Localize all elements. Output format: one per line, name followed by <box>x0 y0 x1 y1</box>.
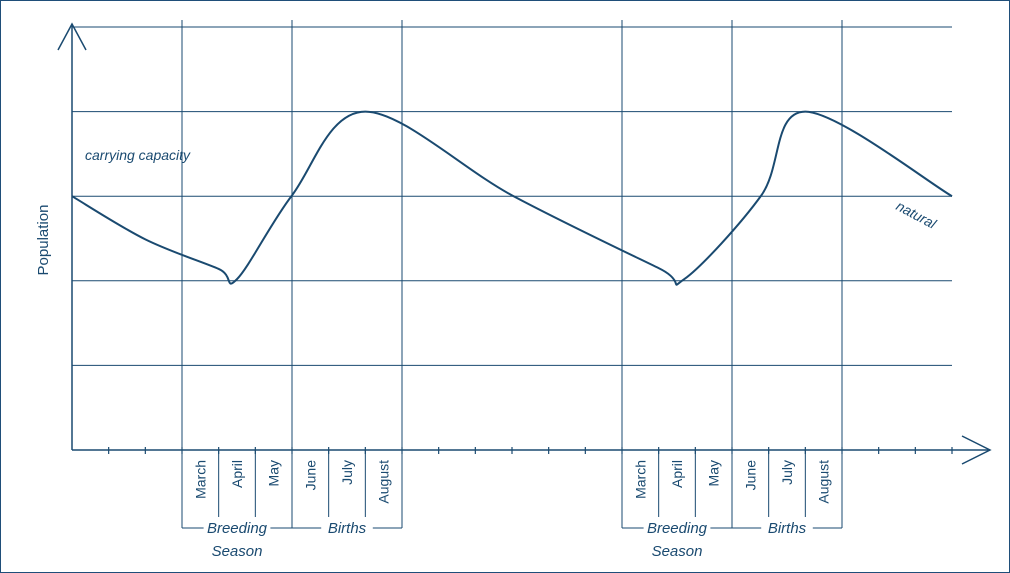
population-curve <box>71 110 953 286</box>
y-axis-label: Population <box>35 205 52 276</box>
month-label: May <box>266 460 282 486</box>
month-label: April <box>669 460 685 488</box>
season-brackets: Breeding Season Births Breeding Season Births <box>181 450 843 560</box>
group-label: Breeding <box>207 520 268 537</box>
month-label: March <box>192 460 208 499</box>
month-label: May <box>706 460 722 486</box>
month-label: June <box>302 460 318 491</box>
y-axis-arrow <box>57 22 87 51</box>
natural-label: natural <box>894 198 940 233</box>
carrying-capacity-label: carrying capacity <box>85 147 191 163</box>
month-label: July <box>779 460 795 485</box>
axes <box>57 22 992 465</box>
month-label: July <box>339 460 355 485</box>
month-label: April <box>229 460 245 488</box>
vertical-grid <box>181 20 843 450</box>
group-label: Breeding <box>647 520 708 537</box>
group-label: Season <box>652 543 703 560</box>
month-label: August <box>376 460 392 504</box>
month-label: August <box>816 460 832 504</box>
month-label: March <box>632 460 648 499</box>
group-label: Season <box>212 543 263 560</box>
group-label: Births <box>328 520 367 537</box>
group-label: Births <box>768 520 807 537</box>
x-axis-arrow <box>961 435 992 465</box>
month-labels: March April May June July August March April May… <box>192 450 843 517</box>
month-label: June <box>742 460 758 491</box>
